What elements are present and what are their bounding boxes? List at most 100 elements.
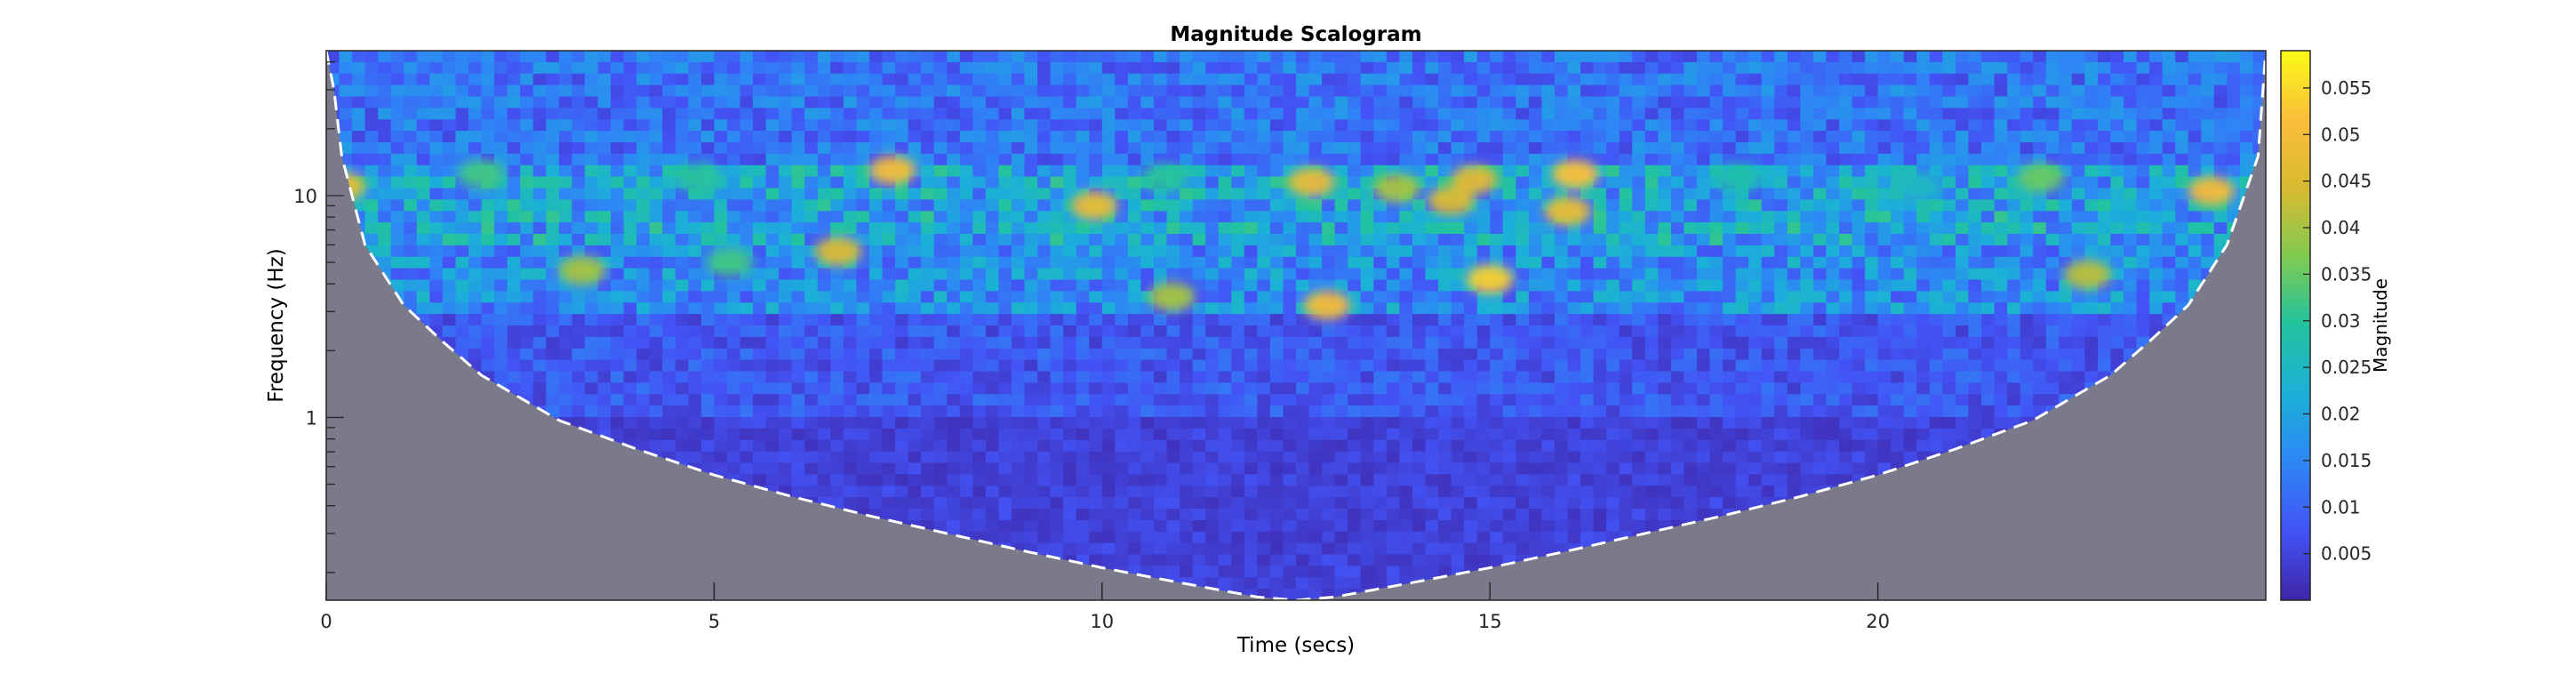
- heatmap-cell: [2239, 153, 2253, 166]
- heatmap-cell: [817, 199, 831, 212]
- heatmap-cell: [1012, 302, 1026, 315]
- heatmap-cell: [2097, 211, 2111, 223]
- heatmap-cell: [494, 119, 508, 132]
- heatmap-cell: [1593, 131, 1607, 143]
- heatmap-cell: [468, 131, 483, 143]
- heatmap-cell: [1180, 199, 1194, 212]
- heatmap-cell: [1865, 108, 1879, 120]
- heatmap-cell: [1115, 176, 1129, 189]
- heatmap-cell: [1877, 108, 1892, 120]
- heatmap-cell: [1942, 61, 1956, 75]
- heatmap-cell: [1632, 302, 1646, 315]
- heatmap-cell: [1257, 61, 1271, 75]
- heatmap-cell: [791, 51, 805, 63]
- heatmap-cell: [869, 394, 884, 406]
- heatmap-cell: [2071, 211, 2085, 223]
- heatmap-cell: [662, 153, 676, 166]
- heatmap-cell: [1269, 405, 1284, 418]
- heatmap-cell: [1619, 119, 1633, 132]
- heatmap-cell: [2213, 234, 2228, 246]
- heatmap-cell: [2097, 245, 2111, 258]
- heatmap-cell: [2059, 359, 2073, 373]
- heatmap-cell: [947, 325, 961, 338]
- heatmap-cell: [1929, 382, 1943, 395]
- heatmap-cell: [1037, 131, 1052, 143]
- heatmap-cell: [947, 61, 961, 75]
- heatmap-cell: [2149, 302, 2164, 315]
- heatmap-cell: [2020, 199, 2034, 212]
- heatmap-cell: [1476, 61, 1491, 75]
- heatmap-cell: [1670, 268, 1684, 281]
- heatmap-cell: [895, 119, 909, 132]
- heatmap-cell: [584, 371, 598, 383]
- heatmap-cell: [908, 142, 922, 155]
- heatmap-cell: [2020, 61, 2034, 75]
- heatmap-cell: [1244, 371, 1258, 383]
- heatmap-cell: [921, 394, 935, 406]
- heatmap-cell: [830, 84, 844, 98]
- heatmap-cell: [714, 405, 728, 418]
- heatmap-cell: [1748, 61, 1763, 75]
- heatmap-cell: [700, 73, 715, 86]
- heatmap-cell: [1438, 153, 1452, 166]
- heatmap-cell: [1903, 234, 1917, 246]
- heatmap-cell: [1154, 108, 1168, 120]
- heatmap-cell: [532, 268, 547, 281]
- heatmap-cell: [714, 325, 728, 338]
- heatmap-cell: [895, 84, 909, 98]
- heatmap-cell: [1891, 268, 1905, 281]
- heatmap-cell: [1632, 348, 1646, 361]
- heatmap-cell: [1619, 256, 1633, 269]
- heatmap-cell: [2084, 199, 2099, 212]
- heatmap-cell: [921, 176, 935, 189]
- heatmap-cell: [1580, 359, 1595, 373]
- heatmap-cell: [1891, 382, 1905, 395]
- heatmap-cell: [1541, 325, 1556, 338]
- heatmap-cell: [1658, 153, 1672, 166]
- heatmap-cell: [1774, 256, 1788, 269]
- heatmap-cell: [675, 382, 689, 395]
- heatmap-cell: [1839, 256, 1853, 269]
- heatmap-cell: [1696, 108, 1710, 120]
- heatmap-cell: [1101, 222, 1116, 235]
- heatmap-cell: [1231, 394, 1245, 406]
- heatmap-cell: [1348, 291, 1362, 303]
- heatmap-cell: [1696, 325, 1710, 338]
- heatmap-cell: [2071, 234, 2085, 246]
- heatmap-cell: [2149, 314, 2164, 326]
- heatmap-cell: [597, 245, 612, 258]
- heatmap-cell: [753, 108, 767, 120]
- heatmap-cell: [558, 199, 572, 212]
- heatmap-cell: [1399, 394, 1413, 406]
- heatmap-cell: [520, 153, 534, 166]
- heatmap-cell: [352, 51, 366, 63]
- heatmap-cell: [1283, 325, 1297, 338]
- heatmap-cell: [882, 314, 896, 326]
- heatmap-cell: [1580, 382, 1595, 395]
- heatmap-cell: [1632, 211, 1646, 223]
- heatmap-cell: [1166, 51, 1180, 63]
- heatmap-cell: [765, 142, 780, 155]
- heatmap-cell: [2007, 211, 2021, 223]
- heatmap-cell: [1787, 382, 1801, 395]
- heatmap-cell: [1839, 131, 1853, 143]
- heatmap-cell: [1192, 394, 1206, 406]
- heatmap-cell: [1386, 302, 1400, 315]
- heatmap-cell: [572, 302, 586, 315]
- heatmap-cell: [455, 108, 469, 120]
- heatmap-cell: [726, 153, 740, 166]
- heatmap-cell: [765, 279, 780, 292]
- heatmap-cell: [1955, 142, 1969, 155]
- heatmap-cell: [352, 84, 366, 98]
- heatmap-cell: [520, 382, 534, 395]
- heatmap-cell: [636, 108, 651, 120]
- heatmap-cell: [636, 188, 651, 200]
- heatmap-cell: [2045, 108, 2060, 120]
- heatmap-cell: [2227, 73, 2241, 86]
- heatmap-cell: [390, 142, 404, 155]
- heatmap-cell: [1490, 394, 1504, 406]
- heatmap-cell: [623, 245, 637, 258]
- heatmap-cell: [804, 119, 819, 132]
- heatmap-cell: [1812, 302, 1827, 315]
- heatmap-cell: [959, 188, 973, 200]
